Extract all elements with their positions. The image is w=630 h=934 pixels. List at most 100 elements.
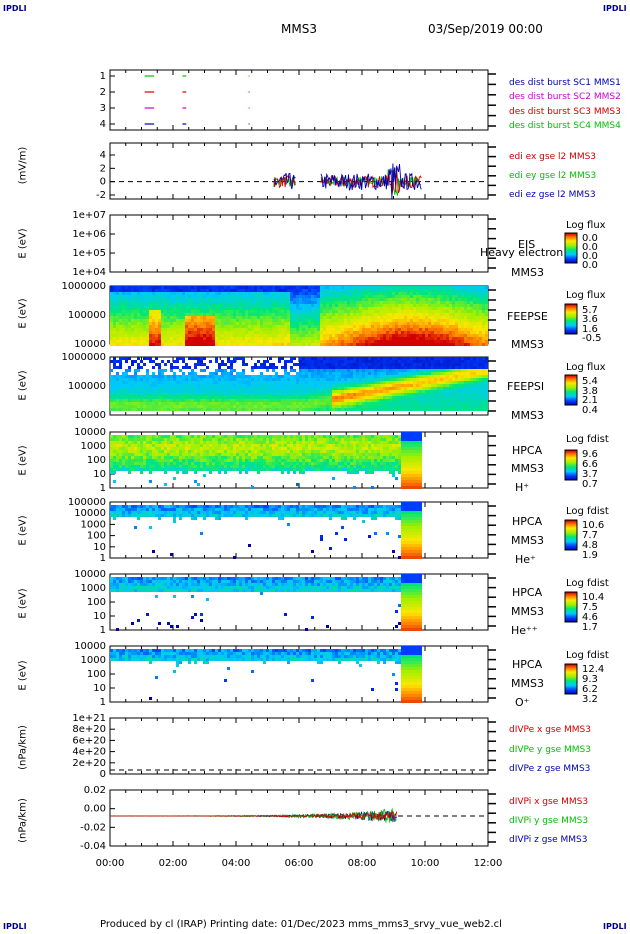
y-tick-label: 2 xyxy=(100,87,106,98)
spectrogram-cell xyxy=(410,307,413,310)
spectrogram-cell xyxy=(281,399,284,402)
spectrogram-cell xyxy=(257,304,260,307)
spectrogram-cell xyxy=(332,286,335,289)
spectrogram-cell xyxy=(161,313,164,316)
spectrogram-cell xyxy=(182,396,185,399)
spectrogram-cell xyxy=(287,289,290,292)
spectrogram-cell xyxy=(404,319,407,322)
spectrogram-cell xyxy=(131,387,134,390)
spectrogram-cell xyxy=(116,408,119,411)
spectrogram-cell xyxy=(299,328,302,331)
spectrogram-cell xyxy=(470,313,473,316)
spectrogram-cell xyxy=(320,360,323,363)
spectrogram-cell xyxy=(251,304,254,307)
spectrogram-cell xyxy=(371,360,374,363)
spectrogram-cell xyxy=(407,357,410,360)
spectrogram-cell xyxy=(236,340,239,343)
spectrogram-cell xyxy=(146,307,149,310)
spectrogram-cell xyxy=(116,310,119,313)
spectrogram-cell xyxy=(365,384,368,387)
spectrogram-cell xyxy=(266,396,269,399)
spectrogram-cell xyxy=(302,393,305,396)
spectrogram-cell xyxy=(158,393,161,396)
spectrogram-cell xyxy=(218,298,221,301)
spectrogram-cell xyxy=(155,340,158,343)
spectrogram-cell xyxy=(176,334,179,337)
spectrogram-cell xyxy=(362,295,365,298)
spectrogram-cell xyxy=(275,325,278,328)
spectrogram-cell xyxy=(242,363,245,366)
spectrogram-cell xyxy=(473,304,476,307)
spectrogram-cell xyxy=(263,387,266,390)
spectrogram-cell xyxy=(350,301,353,304)
spectrogram-cell xyxy=(302,325,305,328)
spectrogram-cell xyxy=(257,298,260,301)
spectrogram-cell xyxy=(221,360,224,363)
spectrogram-cell xyxy=(236,304,239,307)
spectrogram-cell xyxy=(326,307,329,310)
spectrogram-cell xyxy=(275,298,278,301)
spectrogram-cell xyxy=(344,331,347,334)
spectrogram-cell xyxy=(263,319,266,322)
spectrogram-cell xyxy=(173,375,176,378)
spectrogram-cell xyxy=(299,295,302,298)
p4-right-label-1: MMS3 xyxy=(511,338,544,351)
spectrogram-cell xyxy=(203,340,206,343)
spectrogram-cell xyxy=(113,289,116,292)
spectrogram-cell xyxy=(254,402,257,405)
spectrogram-cell xyxy=(230,402,233,405)
spectrogram-cell xyxy=(221,325,224,328)
y-tick-label: 10000 xyxy=(74,339,106,350)
spectrogram-cell xyxy=(182,360,185,363)
spectrogram-cell xyxy=(167,304,170,307)
spectrogram-cell xyxy=(275,381,278,384)
spectrogram-cell xyxy=(329,381,332,384)
spectrogram-cell xyxy=(194,319,197,322)
spectrogram-cell xyxy=(464,289,467,292)
spectrogram-cell xyxy=(248,295,251,298)
spectrogram-cell xyxy=(404,313,407,316)
spectrogram-cell xyxy=(425,328,428,331)
spectrogram-cell xyxy=(242,360,245,363)
spectrogram-cell xyxy=(356,387,359,390)
spectrogram-cell xyxy=(302,313,305,316)
spectrogram-cell xyxy=(125,340,128,343)
spectrogram-cell xyxy=(260,325,263,328)
spectrogram-cell xyxy=(263,322,266,325)
spectrogram-cell xyxy=(209,387,212,390)
spectrogram-cell xyxy=(260,316,263,319)
spectrogram-cell xyxy=(113,307,116,310)
spectrogram-cell xyxy=(110,301,113,304)
spectrogram-cell xyxy=(431,334,434,337)
spectrogram-cell xyxy=(257,378,260,381)
spectrogram-cell xyxy=(479,319,482,322)
spectrogram-cell xyxy=(239,292,242,295)
spectrogram-cell xyxy=(368,381,371,384)
spectrogram-cell xyxy=(245,384,248,387)
spectrogram-cell xyxy=(176,325,179,328)
spectrogram-cell xyxy=(116,366,119,369)
spectrogram-cell xyxy=(146,378,149,381)
spectrogram-cell xyxy=(197,357,200,360)
spectrogram-cell xyxy=(275,334,278,337)
spectrogram-cell xyxy=(242,328,245,331)
spectrogram-cell xyxy=(359,340,362,343)
spectrogram-cell xyxy=(110,399,113,402)
spectrogram-cell xyxy=(338,340,341,343)
spectrogram-cell xyxy=(347,393,350,396)
spectrogram-cell xyxy=(284,319,287,322)
spectrogram-cell xyxy=(485,313,488,316)
spectrogram-cell xyxy=(407,372,410,375)
spectrogram-cell xyxy=(287,340,290,343)
spectrogram-cell xyxy=(446,334,449,337)
spectrogram-cell xyxy=(185,378,188,381)
spectrogram-cell xyxy=(434,313,437,316)
spectrogram-cell xyxy=(329,328,332,331)
spectrogram-cell xyxy=(314,325,317,328)
spectrogram-cell xyxy=(413,357,416,360)
spectrogram-cell xyxy=(452,295,455,298)
spectrogram-cell xyxy=(314,366,317,369)
spectrogram-cell xyxy=(371,399,374,402)
spectrogram-cell xyxy=(188,319,191,322)
spectrogram-cell xyxy=(170,390,173,393)
